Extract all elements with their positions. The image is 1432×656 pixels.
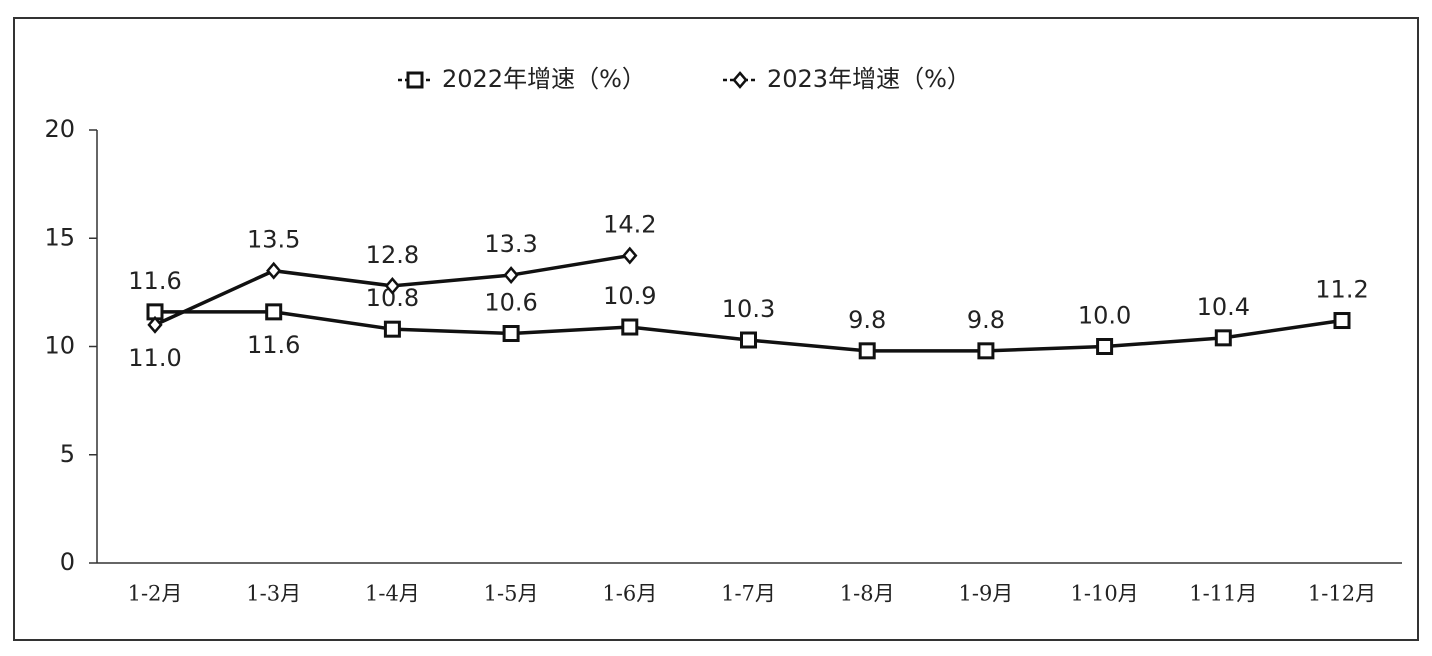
point [977, 342, 995, 360]
point [1096, 338, 1114, 355]
legend-label: 2022年增速（%） [442, 65, 646, 93]
x-tick-label: 1-9月 [958, 582, 1013, 606]
x-tick-label: 1-5月 [484, 582, 539, 606]
x-tick-label: 1-7月 [721, 582, 776, 606]
point [406, 71, 424, 89]
point [1214, 329, 1232, 347]
y-tick-label: 10 [44, 332, 75, 360]
point [858, 342, 876, 360]
data-label: 10.6 [484, 289, 537, 317]
data-label: 10.9 [603, 282, 656, 310]
point [147, 315, 163, 334]
data-label: 11.6 [247, 331, 300, 359]
data-label: 10.4 [1197, 293, 1250, 321]
x-tick-label: 1-11月 [1189, 582, 1257, 606]
x-tick-label: 1-4月 [365, 582, 420, 606]
data-label: 12.8 [366, 241, 419, 269]
data-label: 13.3 [484, 230, 537, 258]
y-tick-label: 0 [60, 548, 75, 576]
x-tick-label: 1-12月 [1308, 582, 1376, 606]
y-tick-label: 15 [44, 223, 75, 251]
chart-border [13, 17, 1419, 641]
point [732, 71, 748, 89]
point [1333, 312, 1351, 330]
point [384, 276, 401, 295]
x-tick-label: 1-3月 [246, 582, 301, 606]
x-tick-label: 1-2月 [128, 582, 183, 606]
point [266, 261, 282, 280]
point [265, 303, 283, 321]
data-label: 13.5 [247, 226, 300, 254]
point [502, 325, 520, 343]
data-label: 10.0 [1078, 302, 1131, 330]
point [622, 246, 638, 265]
point [740, 331, 757, 349]
data-label: 14.2 [603, 211, 656, 239]
data-label: 10.3 [722, 295, 775, 323]
data-label: 11.6 [128, 267, 181, 295]
data-label: 9.8 [848, 306, 886, 334]
x-tick-label: 1-6月 [602, 582, 657, 606]
x-tick-label: 1-8月 [840, 582, 895, 606]
y-tick-label: 5 [60, 440, 75, 468]
x-tick-label: 1-10月 [1071, 582, 1139, 606]
legend-label: 2023年增速（%） [767, 65, 971, 93]
data-label: 11.2 [1315, 276, 1368, 304]
point [503, 266, 519, 284]
point [383, 320, 401, 338]
data-label: 11.0 [128, 344, 181, 372]
data-label: 9.8 [967, 306, 1005, 334]
point [621, 318, 639, 336]
y-tick-label: 20 [44, 115, 75, 143]
